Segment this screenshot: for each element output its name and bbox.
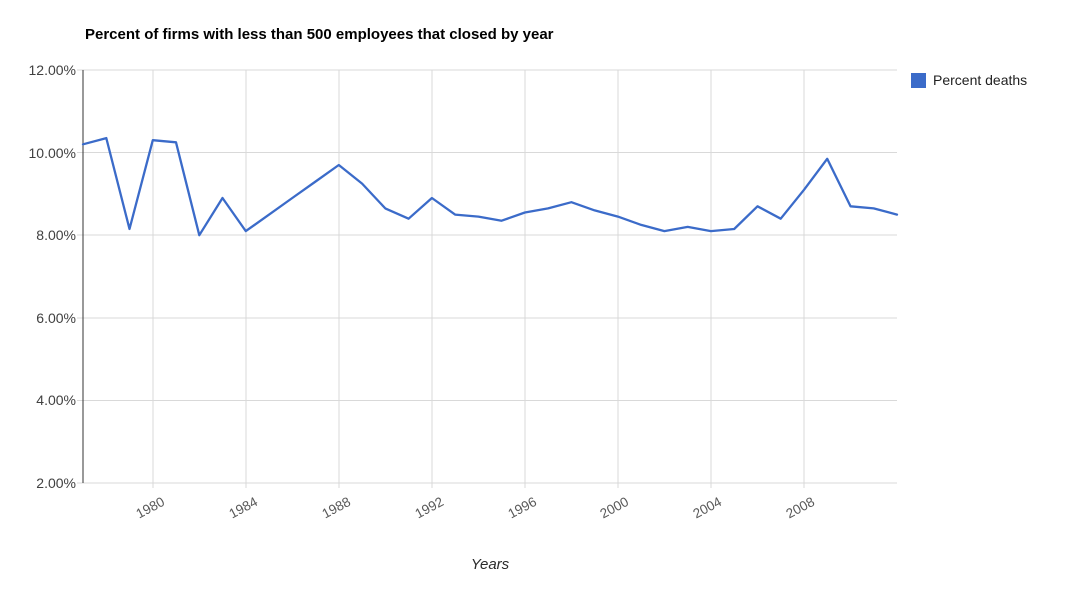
legend-label: Percent deaths [933,72,1028,88]
chart-title: Percent of firms with less than 500 empl… [85,26,554,43]
y-tick-label: 6.00% [36,310,76,326]
y-tick-label: 2.00% [36,475,76,491]
y-tick-label: 4.00% [36,392,76,408]
y-tick-label: 12.00% [28,62,76,78]
x-axis-title: Years [470,556,510,573]
y-tick-label: 8.00% [36,227,76,243]
legend-swatch-icon [911,72,926,88]
y-tick-label: 10.00% [28,145,76,161]
legend: Percent deaths [911,72,1027,88]
